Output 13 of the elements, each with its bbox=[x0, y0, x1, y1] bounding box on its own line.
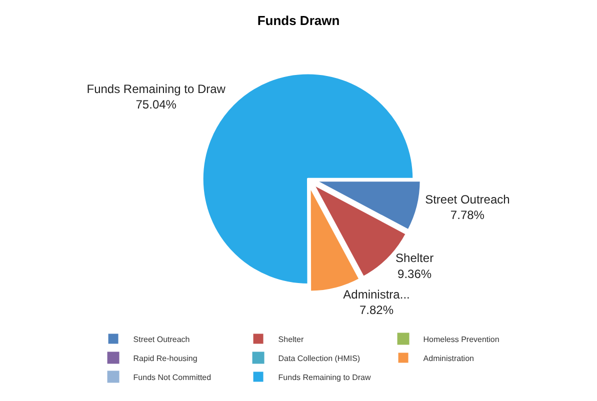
data-label: Shelter 9.36% bbox=[396, 251, 434, 281]
legend-label: Data Collection (HMIS) bbox=[278, 354, 360, 363]
legend-label: Administration bbox=[423, 354, 474, 363]
legend-label: Homeless Prevention bbox=[423, 334, 500, 344]
legend-label: Funds Remaining to Draw bbox=[278, 372, 371, 382]
legend-label: Street Outreach bbox=[133, 334, 190, 344]
data-label: Funds Remaining to Draw 75.04% bbox=[86, 82, 226, 112]
chart-title: Funds Drawn bbox=[257, 13, 340, 28]
data-label: Street Outreach 7.78% bbox=[425, 192, 510, 222]
legend-label: Shelter bbox=[278, 334, 304, 344]
legend-label: Rapid Re-housing bbox=[133, 354, 198, 363]
data-label: Administra... 7.82% bbox=[343, 288, 410, 318]
legend-label: Funds Not Committed bbox=[133, 372, 212, 382]
